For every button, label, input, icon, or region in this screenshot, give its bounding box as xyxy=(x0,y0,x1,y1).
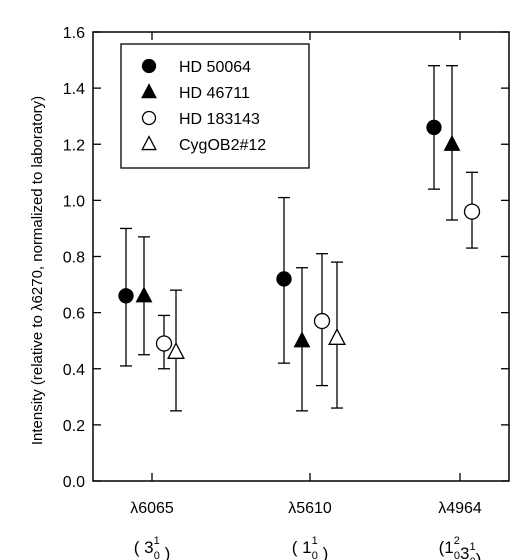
marker-circle xyxy=(313,312,331,330)
data-point xyxy=(293,267,311,412)
marker-triangle xyxy=(443,134,461,151)
x-tick-label: λ4964 xyxy=(438,500,482,517)
y-tick-label: 0.2 xyxy=(63,418,85,435)
marker-circle xyxy=(276,271,292,287)
data-point xyxy=(118,227,134,367)
legend-marker-circle xyxy=(141,58,157,74)
marker-circle xyxy=(463,203,481,220)
x-assignment-label: (120310) xyxy=(439,535,482,560)
y-axis-label: Intensity (relative to λ6270, normalized… xyxy=(29,96,46,445)
legend-label: HD 50064 xyxy=(179,59,251,76)
marker-triangle xyxy=(293,331,311,348)
y-tick-label: 1.0 xyxy=(63,193,85,210)
y-tick-label: 0.4 xyxy=(63,362,85,379)
data-point xyxy=(167,289,185,412)
data-point xyxy=(313,253,331,387)
data-point xyxy=(426,65,442,190)
x-tick-label: λ5610 xyxy=(288,500,332,517)
y-tick-label: 0.6 xyxy=(63,306,85,323)
y-tick-label: 1.4 xyxy=(63,81,85,98)
marker-circle xyxy=(118,288,134,304)
data-point xyxy=(276,196,292,364)
y-tick-label: 1.2 xyxy=(63,137,85,154)
legend-label: HD 46711 xyxy=(179,85,250,102)
marker-triangle xyxy=(328,327,346,345)
x-tick-label: λ6065 xyxy=(130,500,174,517)
legend-label: CygOB2#12 xyxy=(179,137,266,154)
legend-marker-triangle xyxy=(141,83,157,99)
marker-circle xyxy=(426,119,442,136)
y-tick-label: 0.0 xyxy=(63,474,85,491)
legend-marker-triangle xyxy=(141,135,157,151)
data-point xyxy=(135,236,153,356)
data-point xyxy=(155,314,173,370)
x-assignment-label: ( 11 0 ) xyxy=(292,535,329,560)
data-point xyxy=(328,261,346,409)
y-tick-label: 0.8 xyxy=(63,250,85,267)
marker-circle xyxy=(155,335,173,352)
data-point xyxy=(463,171,481,249)
legend-marker-circle xyxy=(141,110,157,126)
marker-triangle xyxy=(167,341,185,359)
marker-triangle xyxy=(135,286,153,303)
legend-label: HD 183143 xyxy=(179,111,260,128)
x-assignment-label: ( 31 0 ) xyxy=(134,535,171,560)
data-point xyxy=(443,65,461,221)
y-tick-label: 1.6 xyxy=(63,25,85,42)
